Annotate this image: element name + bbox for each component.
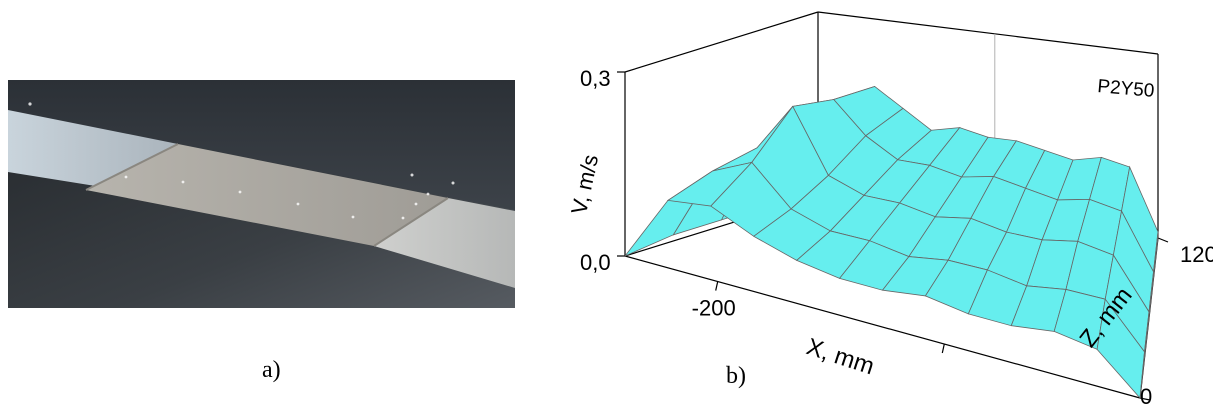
back-top-edge [817,11,1159,55]
z-tick-label: 120 [1180,242,1213,267]
x-tick-label: -200 [692,296,736,321]
v-tick-label: 0,3 [580,66,611,91]
series-annotation: P2Y50 [1097,76,1156,102]
x-axis-line [624,255,1141,399]
photo-panel-a [8,80,515,308]
surface-mesh [624,86,1159,399]
z-tick-label: 0 [1140,384,1152,407]
v-tick-label: 0,0 [580,250,611,275]
z-tick [1139,397,1151,401]
x-axis-title: X, mm [803,333,877,380]
v-axis-title: V, m/s [566,152,603,216]
x-tick [941,343,945,354]
top-left-edge [624,11,819,73]
caption-b: b) [726,363,746,389]
surface-side-cell [1139,351,1145,399]
x-tick [715,281,719,291]
caption-a: a) [262,357,281,383]
z-tick [1157,237,1169,243]
